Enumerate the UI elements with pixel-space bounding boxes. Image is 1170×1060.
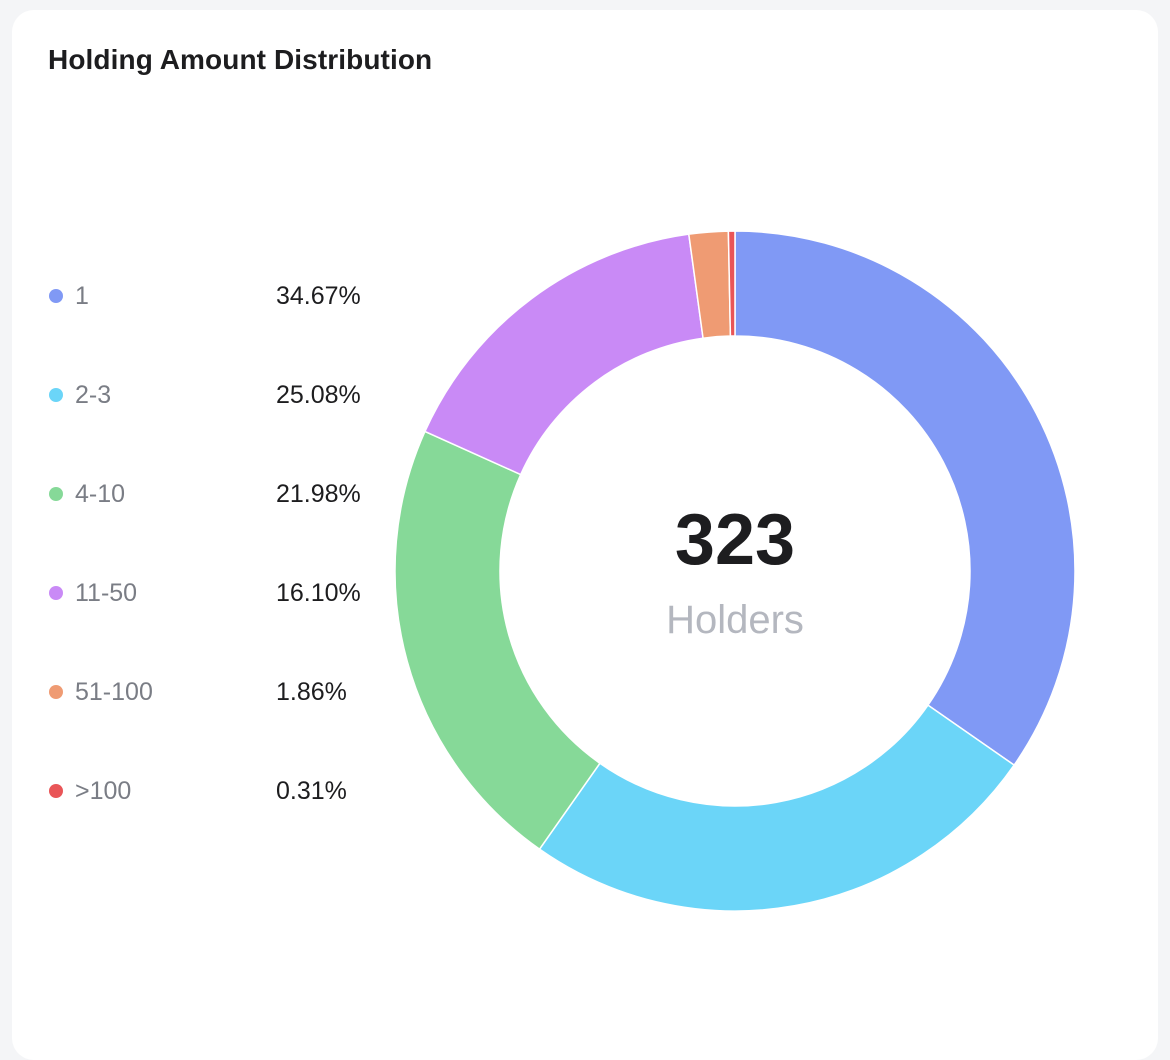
donut-slice[interactable] <box>394 430 601 851</box>
legend-dot-icon <box>49 388 63 402</box>
donut-slice[interactable] <box>423 233 704 476</box>
legend-item[interactable]: >100 0.31% <box>48 771 388 811</box>
legend-percentage: 34.67% <box>276 282 361 310</box>
center-total-value: 323 <box>675 500 795 580</box>
legend-label: 2-3 <box>75 381 112 409</box>
donut-slice[interactable] <box>734 230 1076 767</box>
legend-dot-icon <box>49 289 63 303</box>
legend-item[interactable]: 4-10 21.98% <box>48 474 388 514</box>
legend-dot-icon <box>49 685 63 699</box>
donut-slice[interactable] <box>727 230 736 337</box>
legend-label: >100 <box>75 777 132 805</box>
legend-percentage: 21.98% <box>276 480 361 508</box>
legend-label: 1 <box>75 282 89 310</box>
legend-label: 11-50 <box>75 579 138 607</box>
legend-dot-icon <box>49 487 63 501</box>
legend-item[interactable]: 11-50 16.10% <box>48 573 388 613</box>
center-total-label: Holders <box>666 598 804 642</box>
legend-dot-icon <box>49 784 63 798</box>
donut-slice[interactable] <box>538 704 1016 912</box>
legend-dot-icon <box>49 586 63 600</box>
legend-percentage: 25.08% <box>276 381 361 409</box>
donut-slices <box>394 230 1076 912</box>
legend-percentage: 16.10% <box>276 579 361 607</box>
legend-item[interactable]: 1 34.67% <box>48 276 388 316</box>
legend-percentage: 1.86% <box>276 678 347 706</box>
legend-percentage: 0.31% <box>276 777 347 805</box>
card-title: Holding Amount Distribution <box>48 44 433 75</box>
legend-item[interactable]: 51-100 1.86% <box>48 672 388 712</box>
legend-item[interactable]: 2-3 25.08% <box>48 375 388 415</box>
legend-label: 51-100 <box>75 678 153 706</box>
legend-label: 4-10 <box>75 480 126 508</box>
